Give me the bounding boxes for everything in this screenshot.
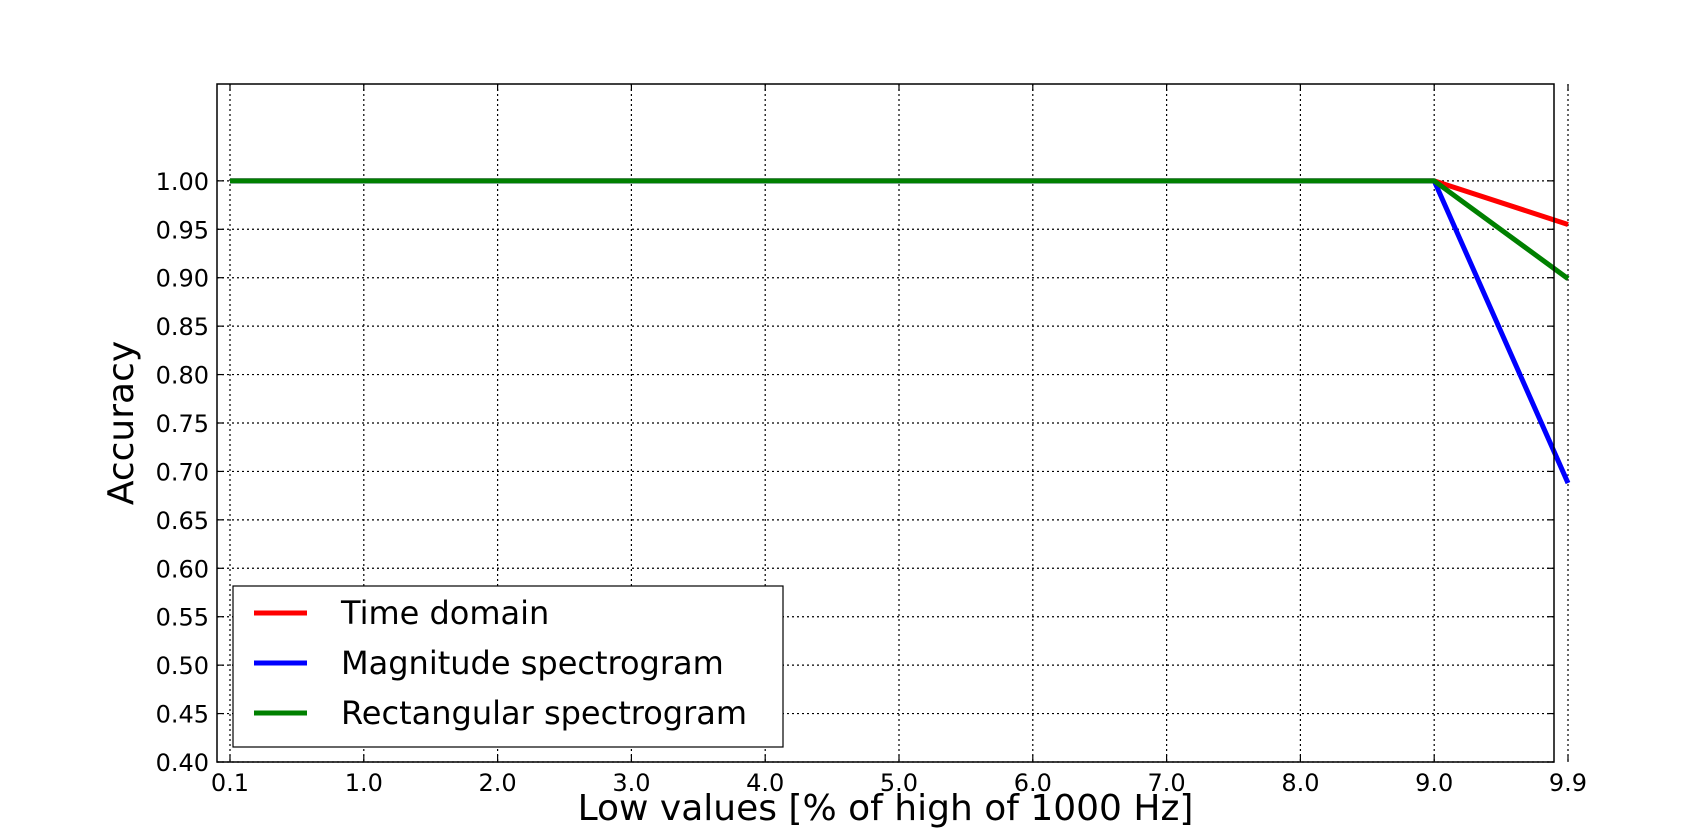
x-tick-label: 7.0	[1148, 769, 1186, 797]
series-line-1	[230, 178, 1571, 485]
x-tick-label: 2.0	[479, 769, 517, 797]
y-tick-label: 0.45	[156, 701, 209, 729]
legend-label: Time domain	[340, 594, 549, 632]
y-tick-label: 0.70	[156, 458, 209, 486]
legend-label: Rectangular spectrogram	[341, 694, 747, 732]
series-line-2	[230, 178, 1570, 281]
y-tick-label: 0.55	[156, 604, 209, 632]
x-axis-ticks: 0.1 1.0 2.0 3.0 4.0 5.0 6.0 7.0 8.0 9.0 9.9	[211, 84, 1587, 797]
y-axis-ticks: 1.00 0.95 0.90 0.85 0.80 0.75 0.70 0.65 0.60 0.55…	[156, 168, 1554, 777]
x-tick-label: 6.0	[1014, 769, 1052, 797]
x-tick-label: 1.0	[345, 769, 383, 797]
x-tick-label: 9.0	[1415, 769, 1453, 797]
legend-label: Magnitude spectrogram	[341, 644, 724, 682]
y-tick-label: 0.75	[156, 410, 209, 438]
x-tick-label: 3.0	[612, 769, 650, 797]
legend: Time domain Magnitude spectrogram Rectangu…	[232, 585, 784, 748]
y-tick-label: 0.40	[156, 749, 209, 777]
y-tick-label: 0.65	[156, 507, 209, 535]
y-tick-label: 0.60	[156, 555, 209, 583]
y-tick-label: 0.80	[156, 362, 209, 390]
y-tick-label: 0.85	[156, 313, 209, 341]
x-tick-label: 4.0	[746, 769, 784, 797]
y-tick-label: 1.00	[156, 168, 209, 196]
y-axis-label: Accuracy	[101, 341, 142, 505]
series-line-0	[230, 178, 1569, 227]
x-tick-label: 0.1	[211, 769, 249, 797]
series-lines	[230, 178, 1571, 485]
x-tick-label: 8.0	[1281, 769, 1319, 797]
y-tick-label: 0.50	[156, 652, 209, 680]
x-axis-label: Low values [% of high of 1000 Hz]	[578, 788, 1194, 829]
y-tick-label: 0.95	[156, 216, 209, 244]
legend-box	[232, 585, 784, 748]
x-tick-label: 9.9	[1549, 769, 1587, 797]
y-tick-label: 0.90	[156, 265, 209, 293]
x-tick-label: 5.0	[880, 769, 918, 797]
